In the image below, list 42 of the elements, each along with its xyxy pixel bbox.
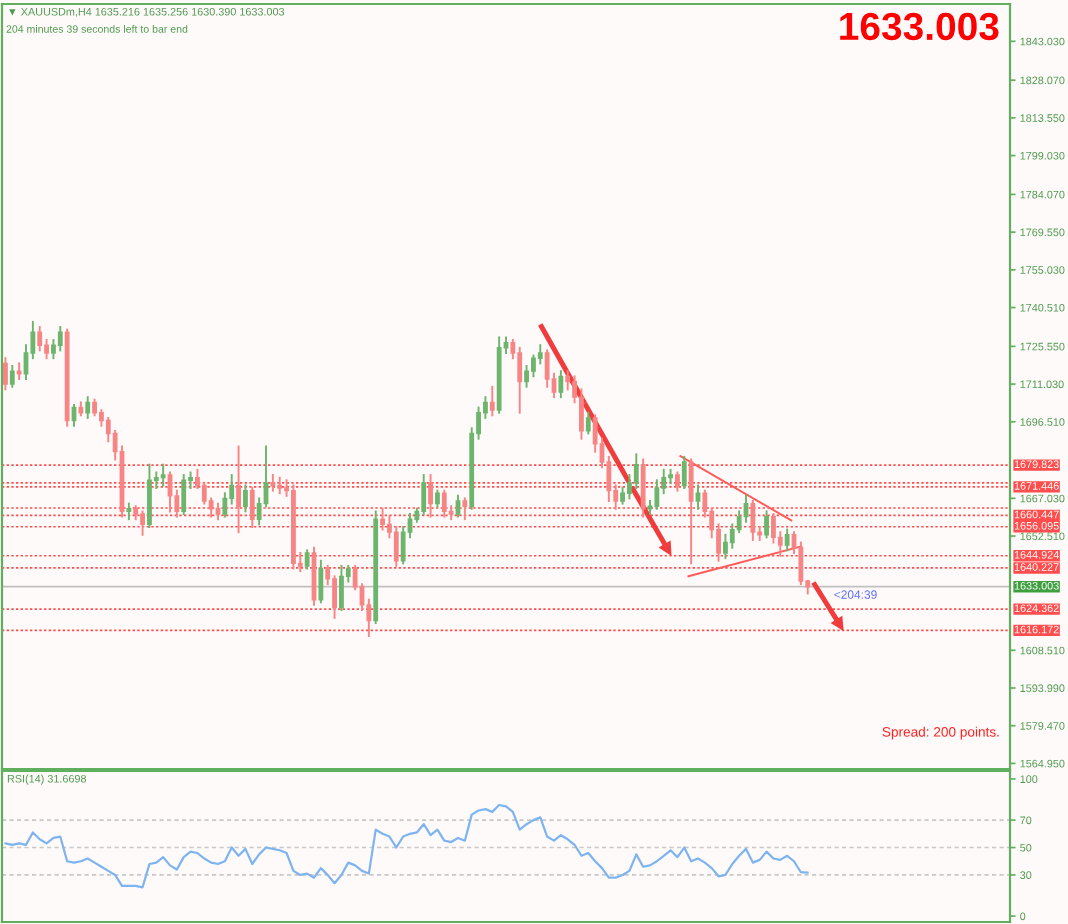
annotation: 1633.003 xyxy=(840,12,999,41)
candlestick xyxy=(640,458,646,518)
candlestick xyxy=(441,489,447,518)
candlestick xyxy=(489,385,495,417)
candlestick xyxy=(249,487,255,528)
candlestick xyxy=(339,564,344,612)
candlestick xyxy=(764,510,769,539)
candlestick xyxy=(517,346,523,414)
candlestick xyxy=(654,479,660,510)
candlestick xyxy=(37,326,43,352)
candlestick xyxy=(140,510,145,536)
candlestick xyxy=(393,526,399,567)
candlestick xyxy=(633,453,639,489)
candlestick xyxy=(304,549,310,570)
candlestick xyxy=(85,396,91,419)
candlestick xyxy=(428,474,433,518)
line-series xyxy=(4,803,809,889)
candlestick xyxy=(181,474,187,515)
candlestick xyxy=(3,357,8,391)
candlestick xyxy=(270,474,276,492)
candlestick xyxy=(9,365,15,388)
candlestick xyxy=(243,484,248,513)
candlestick xyxy=(380,507,385,531)
candlestick xyxy=(750,500,756,541)
candlestick xyxy=(675,471,680,492)
candlestick xyxy=(455,494,461,518)
candlestick xyxy=(537,344,543,365)
candlestick xyxy=(222,492,228,518)
candlestick xyxy=(16,362,22,380)
candlestick xyxy=(147,463,152,528)
candlestick xyxy=(462,497,468,521)
candlestick xyxy=(160,463,166,487)
candlestick xyxy=(681,455,687,489)
candlestick xyxy=(558,370,564,399)
candlestick xyxy=(784,528,790,552)
candlestick xyxy=(585,411,591,435)
candlestick xyxy=(318,559,324,604)
candlestick xyxy=(565,370,571,391)
candlestick xyxy=(236,445,241,534)
candlestick xyxy=(688,458,694,565)
candlestick xyxy=(421,474,427,515)
candlestick xyxy=(57,326,63,352)
